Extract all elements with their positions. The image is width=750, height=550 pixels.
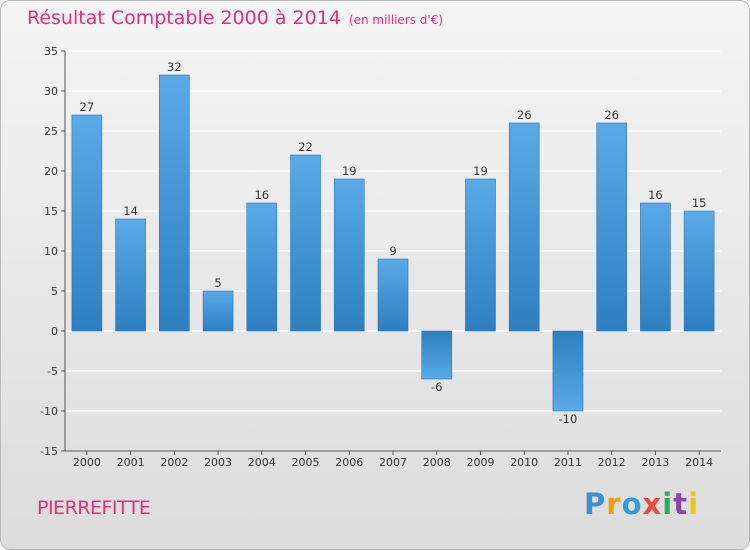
bar-2005 — [290, 154, 321, 332]
logo-letter: x — [642, 487, 663, 521]
x-tick-label-2012: 2012 — [598, 456, 626, 469]
data-label-2006: 19 — [342, 164, 357, 178]
data-label-2002: 32 — [167, 60, 182, 74]
logo-letter: i — [688, 487, 700, 521]
x-tick-label-2014: 2014 — [685, 456, 713, 469]
y-tick-label: 25 — [44, 125, 58, 138]
bar-2014 — [683, 210, 715, 332]
data-label-2007: 9 — [389, 244, 396, 258]
data-label-2011: -10 — [559, 412, 578, 426]
bar-2011 — [552, 330, 584, 412]
commune-name: PIERREFITTE — [37, 497, 151, 519]
data-label-2008: -6 — [431, 380, 442, 394]
bar-2013 — [640, 202, 671, 332]
bar-2006 — [333, 178, 365, 332]
logo-letter: r — [606, 487, 622, 521]
x-tick-label-2013: 2013 — [641, 456, 669, 469]
proxiti-logo: Proxiti — [584, 487, 699, 521]
bar-2001 — [115, 218, 146, 332]
y-tick-label: 10 — [44, 245, 58, 258]
bar-2008 — [421, 330, 453, 380]
data-label-2003: 5 — [214, 276, 221, 290]
data-label-2014: 15 — [692, 196, 707, 210]
chart-subtitle: (en milliers d'€) — [348, 13, 444, 27]
data-label-2001: 14 — [123, 204, 138, 218]
logo-letter: i — [662, 487, 674, 521]
data-label-2004: 16 — [254, 188, 269, 202]
logo-letter: P — [584, 487, 607, 521]
bar-2012 — [596, 122, 627, 332]
x-tick-label-2006: 2006 — [335, 456, 363, 469]
y-tick-label: -10 — [40, 405, 58, 418]
x-tick-label-2007: 2007 — [379, 456, 407, 469]
x-tick-label-2001: 2001 — [117, 456, 145, 469]
bar-2010 — [508, 122, 540, 332]
data-label-2005: 22 — [298, 140, 313, 154]
y-tick-label: -15 — [40, 445, 58, 458]
y-tick-label: 30 — [44, 85, 58, 98]
y-tick-label: 0 — [51, 325, 58, 338]
x-tick-label-2010: 2010 — [510, 456, 538, 469]
x-tick-label-2009: 2009 — [466, 456, 494, 469]
bar-2002 — [159, 74, 190, 332]
logo-letter: t — [673, 487, 689, 521]
x-tick-label-2004: 2004 — [248, 456, 276, 469]
data-label-2013: 16 — [648, 188, 663, 202]
y-tick-label: -5 — [47, 365, 58, 378]
logo-letter: o — [621, 487, 643, 521]
data-label-2010: 26 — [517, 108, 532, 122]
y-tick-label: 20 — [44, 165, 58, 178]
bar-2007 — [377, 258, 409, 332]
x-tick-label-2011: 2011 — [554, 456, 582, 469]
y-tick-label: 35 — [44, 45, 58, 58]
x-tick-label-2005: 2005 — [292, 456, 320, 469]
y-tick-label: 15 — [44, 205, 58, 218]
bar-2004 — [246, 202, 278, 332]
x-tick-label-2003: 2003 — [204, 456, 232, 469]
data-label-2009: 19 — [473, 164, 488, 178]
bar-2003 — [202, 290, 234, 332]
x-tick-label-2008: 2008 — [423, 456, 451, 469]
x-tick-label-2000: 2000 — [73, 456, 101, 469]
y-tick-label: 5 — [51, 285, 58, 298]
bar-2009 — [465, 178, 496, 332]
data-label-2012: 26 — [604, 108, 619, 122]
chart-title: Résultat Comptable 2000 à 2014 (en millie… — [27, 7, 444, 29]
data-label-2000: 27 — [80, 100, 95, 114]
x-tick-label-2002: 2002 — [160, 456, 188, 469]
bar-2000 — [71, 114, 103, 332]
